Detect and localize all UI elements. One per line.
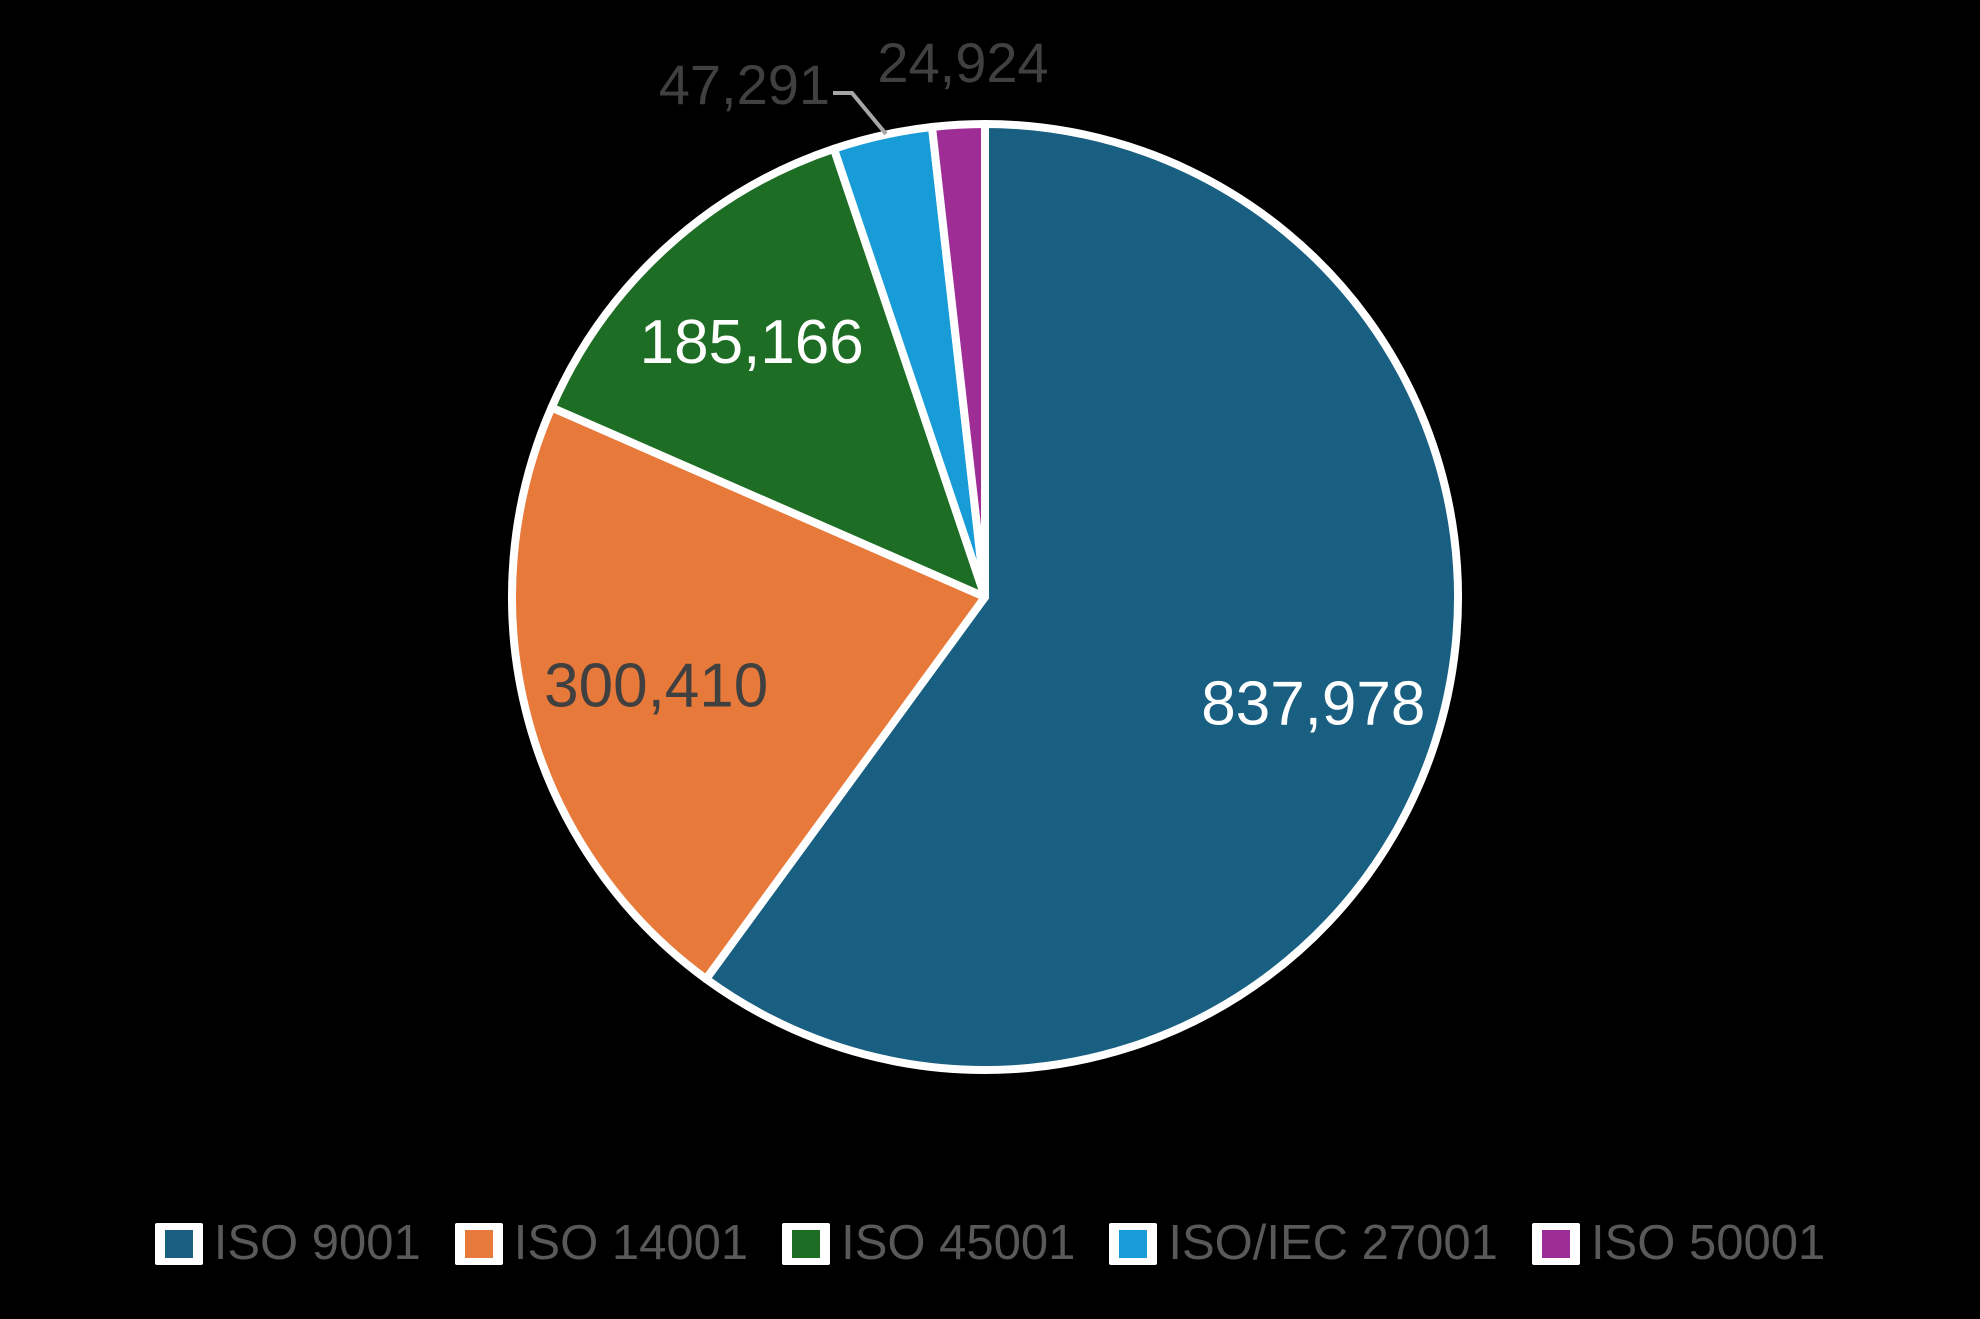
pie-slice-iso-9001 [702, 120, 1463, 1074]
legend-item-iso-14001: ISO 14001 [454, 1216, 749, 1270]
value-label-iso-14001: 300,410 [544, 651, 768, 720]
legend-item-iso-iec-27001: ISO/IEC 27001 [1109, 1219, 1498, 1268]
legend-item-iso-50001: ISO 50001 [1531, 1216, 1826, 1270]
legend-swatch-iso-iec-27001 [1119, 1229, 1148, 1258]
legend-label-iso-45001: ISO 45001 [841, 1216, 1076, 1270]
legend-swatch-iso-14001 [464, 1229, 493, 1258]
legend-swatch-box [782, 1222, 831, 1265]
legend-swatch-box [1109, 1222, 1158, 1265]
legend-label-iso-iec-27001: ISO/IEC 27001 [1168, 1216, 1498, 1270]
legend-item-iso-45001: ISO 45001 [782, 1219, 1075, 1268]
legend-swatch-box [1531, 1222, 1580, 1265]
pie-slice-iso-50001 [928, 120, 989, 601]
legend-label-iso-9001: ISO 9001 [213, 1216, 421, 1270]
legend-swatch-box [454, 1222, 503, 1265]
value-label-iso-50001: 24,924 [877, 31, 1048, 94]
value-label-iso-45001: 185,166 [640, 308, 864, 377]
legend-swatch-iso-9001 [164, 1229, 193, 1258]
value-label-iso-iec-27001: 47,291 [659, 53, 830, 116]
legend-label-iso-50001: ISO 50001 [1590, 1216, 1826, 1270]
chart-legend: ISO 9001 ISO 14001 ISO 45001 ISO/IEC 270… [0, 1219, 1980, 1268]
legend-swatch-box [154, 1222, 203, 1265]
pie-slice-iso-45001 [547, 144, 989, 601]
leader-line-iso-iec-27001 [833, 91, 888, 136]
pie-slice-iso-14001 [507, 403, 989, 983]
legend-label-iso-14001: ISO 14001 [513, 1216, 749, 1270]
value-label-iso-9001: 837,978 [1201, 670, 1425, 739]
legend-item-iso-9001: ISO 9001 [154, 1216, 421, 1270]
legend-swatch-iso-50001 [1541, 1229, 1570, 1258]
legend-swatch-iso-45001 [792, 1229, 821, 1258]
